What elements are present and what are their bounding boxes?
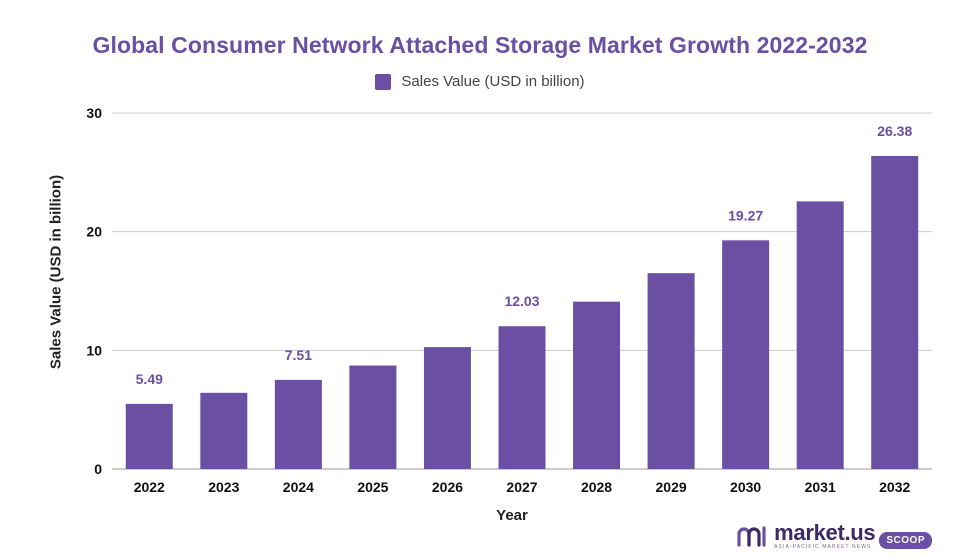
brand-text: market.us ASIA-PACIFIC MARKET NEWS — [774, 520, 876, 550]
bar-2030 — [722, 240, 770, 469]
y-tick-label: 10 — [86, 342, 102, 358]
legend: Sales Value (USD in billion) — [0, 73, 960, 90]
y-tick-label: 30 — [86, 105, 102, 121]
data-label: 5.49 — [136, 371, 163, 387]
data-label: 26.38 — [877, 123, 912, 139]
brand-mark-icon — [737, 526, 766, 547]
x-tick-label: 2032 — [879, 479, 910, 495]
brand-badge: SCOOP — [879, 531, 932, 549]
y-tick-label: 0 — [94, 461, 102, 477]
x-tick-label: 2025 — [357, 479, 388, 495]
x-tick-label: 2029 — [656, 479, 687, 495]
bar-2032 — [871, 155, 919, 469]
bar-2024 — [274, 379, 322, 469]
data-label: 12.03 — [504, 293, 539, 309]
bar-2025 — [349, 365, 397, 469]
y-tick-label: 20 — [86, 224, 102, 240]
data-label: 7.51 — [285, 347, 312, 363]
x-tick-label: 2023 — [208, 479, 239, 495]
legend-label: Sales Value (USD in billion) — [401, 73, 585, 90]
x-tick-label: 2027 — [506, 479, 537, 495]
chart-title: Global Consumer Network Attached Storage… — [92, 32, 868, 58]
x-tick-label: 2024 — [283, 479, 314, 495]
x-tick-label: 2022 — [134, 479, 165, 495]
brand-logo: market.us ASIA-PACIFIC MARKET NEWS SCOOP — [736, 522, 932, 550]
legend-swatch — [375, 73, 392, 90]
brand-name: market.us — [774, 520, 876, 545]
x-axis-title: Year — [496, 507, 528, 524]
bar-2028 — [573, 301, 621, 469]
x-tick-label: 2031 — [805, 479, 836, 495]
bar-2029 — [647, 273, 695, 469]
x-tick-label: 2028 — [581, 479, 612, 495]
brand-tagline: ASIA-PACIFIC MARKET NEWS — [774, 544, 872, 550]
bar-2022 — [125, 403, 173, 469]
bar-2023 — [200, 392, 248, 469]
bar-2027 — [498, 326, 546, 469]
x-tick-label: 2030 — [730, 479, 761, 495]
bar-2026 — [423, 347, 471, 469]
x-tick-label: 2026 — [432, 479, 463, 495]
bar-2031 — [796, 201, 844, 469]
data-label: 19.27 — [728, 207, 763, 223]
